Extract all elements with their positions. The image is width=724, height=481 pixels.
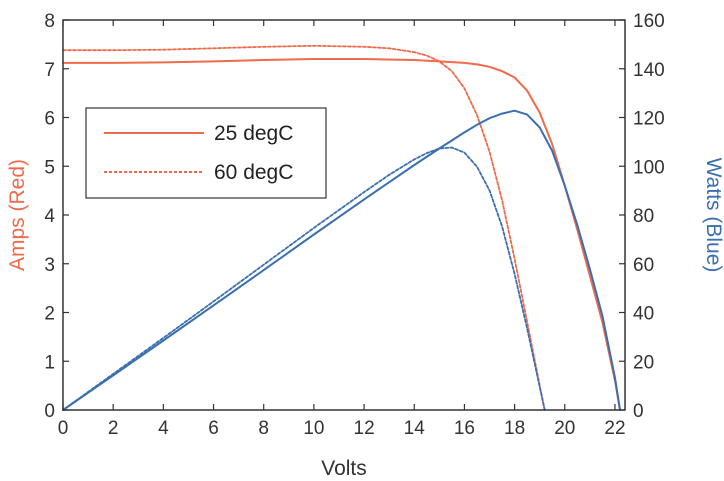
x-tick-label: 16 [454, 418, 475, 439]
right-y-tick-label: 80 [633, 206, 654, 227]
right-y-tick-label: 40 [633, 304, 654, 325]
right-y-tick-label: 160 [633, 11, 665, 32]
right-y-tick-label: 60 [633, 255, 654, 276]
current-curve-25-degc [62, 58, 621, 411]
left-y-axis-label: Amps (Red) [6, 159, 29, 271]
x-tick-label: 2 [108, 418, 119, 439]
right-y-axis-label: Watts (Blue) [702, 158, 724, 273]
axis-ticks: 0 2 4 6 8 10 12 14 16 18 20 22012345678020406080100… [44, 11, 664, 439]
right-y-tick-label: 20 [633, 352, 654, 373]
x-tick-label: 6 [208, 418, 219, 439]
x-tick-label: 10 [303, 418, 324, 439]
left-y-tick-label: 7 [44, 60, 55, 81]
left-y-tick-label: 8 [44, 11, 55, 32]
x-tick-label: 8 [258, 418, 269, 439]
x-tick-label: 0 [58, 418, 69, 439]
current-curve-60-degc [62, 44, 546, 411]
left-y-tick-label: 3 [44, 255, 55, 276]
right-y-tick-label: 140 [633, 60, 665, 81]
right-y-tick-label: 120 [633, 109, 665, 130]
legend: 25 degC 60 degC [85, 107, 327, 199]
right-y-tick-label: 100 [633, 157, 665, 178]
x-axis-label: Volts [321, 457, 367, 480]
left-y-tick-label: 4 [44, 206, 55, 227]
x-tick-label: 14 [404, 418, 426, 439]
left-y-tick-label: 5 [44, 157, 55, 178]
x-tick-label: 20 [554, 418, 575, 439]
legend-box [85, 107, 327, 199]
x-tick-label: 12 [354, 418, 375, 439]
plot-lines [62, 44, 621, 411]
x-tick-label: 18 [504, 418, 525, 439]
power-curve-60-degc [62, 146, 546, 411]
left-y-tick-label: 2 [44, 304, 55, 325]
left-y-tick-label: 6 [44, 109, 55, 130]
power-curve-25-degc [62, 109, 621, 411]
legend-label-60-degc: 60 degC [214, 161, 293, 184]
x-tick-label: 4 [158, 418, 169, 439]
left-y-tick-label: 0 [44, 401, 55, 422]
x-tick-label: 22 [604, 418, 625, 439]
left-y-tick-label: 1 [44, 352, 55, 373]
legend-label-25-degc: 25 degC [214, 122, 293, 145]
right-y-tick-label: 0 [633, 401, 644, 422]
